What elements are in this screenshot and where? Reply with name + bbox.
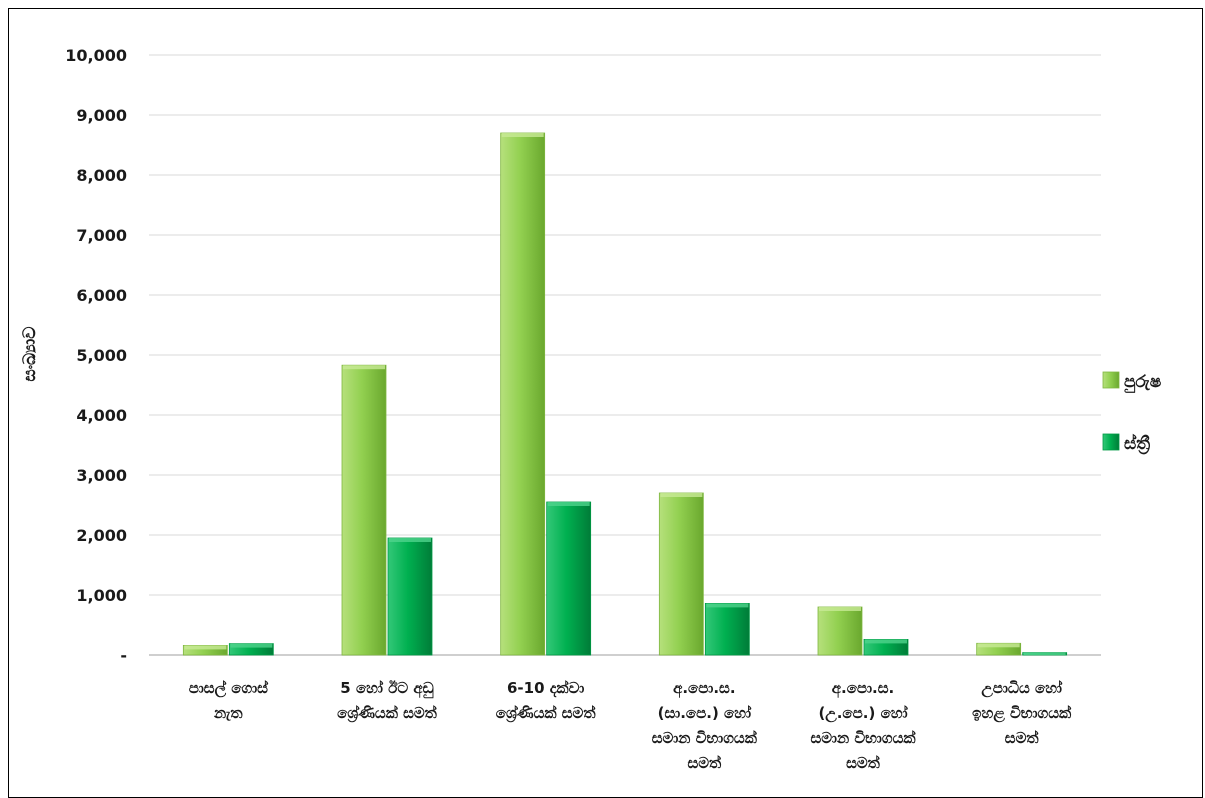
category-label: ශ්‍රේණියක් සමත් xyxy=(496,704,597,724)
chart-frame: - 1,000 2,000 3,000 4,000 5,000 6,000 7,000 8,00… xyxy=(8,8,1203,798)
category-label: සමත් xyxy=(687,754,722,772)
bar-female-2 xyxy=(546,501,592,656)
x-axis-categories: පාසල් ගොස් නැත 5 හෝ ඊට අඩු ශ්‍රේණියක් සමත් 6… xyxy=(189,679,1072,772)
y-axis-label: සංඛ්‍යාව xyxy=(20,327,40,382)
bar-male-3 xyxy=(658,492,704,656)
y-axis-ticks: - 1,000 2,000 3,000 4,000 5,000 6,000 7,000 8,00… xyxy=(65,46,127,665)
bar-top-bevel xyxy=(547,502,590,506)
gridlines xyxy=(149,54,1101,656)
bars xyxy=(182,132,1068,656)
bar-top-bevel xyxy=(819,607,861,611)
bar-top-bevel xyxy=(501,133,544,137)
y-tick-label: 6,000 xyxy=(76,286,127,305)
category-label: නැත xyxy=(213,704,243,722)
y-tick-label: - xyxy=(120,646,127,665)
category-label: සමාන විභාගයක් xyxy=(652,729,758,747)
bar-top-bevel xyxy=(977,643,1020,648)
category-label: 6-10 දක්වා xyxy=(507,679,584,698)
category-label: පාසල් ගොස් xyxy=(189,679,269,698)
bar-male-2 xyxy=(500,132,546,656)
bar-top-bevel xyxy=(660,493,703,497)
category-label: අ.පො.ස. xyxy=(673,679,735,698)
y-tick-label: 5,000 xyxy=(76,346,127,365)
bar-top-bevel xyxy=(184,645,227,650)
category-label: සමත් xyxy=(1005,729,1040,747)
y-tick-label: 4,000 xyxy=(76,406,127,425)
legend-swatch xyxy=(1102,433,1120,451)
y-tick-label: 9,000 xyxy=(76,106,127,125)
y-tick-label: 2,000 xyxy=(76,526,127,545)
y-tick-label: 1,000 xyxy=(76,586,127,605)
legend: පුරුෂ ස්ත්‍රී xyxy=(1102,371,1162,455)
bar-top-bevel xyxy=(1023,652,1066,655)
category-label: ශ්‍රේණියක් සමත් xyxy=(337,704,438,724)
category-label: උපාධිය හෝ xyxy=(981,679,1063,698)
y-tick-label: 7,000 xyxy=(76,226,127,245)
category-label: (සා.පෙ.) හෝ xyxy=(658,704,752,722)
bar-top-bevel xyxy=(343,365,385,370)
legend-swatch xyxy=(1102,371,1120,389)
bar-female-1 xyxy=(387,537,433,656)
y-tick-label: 8,000 xyxy=(76,166,127,185)
legend-label: පුරුෂ xyxy=(1124,372,1162,393)
bar-top-bevel xyxy=(865,639,907,644)
bar-female-3 xyxy=(704,603,750,656)
category-label: ඉහළ විභාගයක් xyxy=(972,704,1072,723)
bar-male-4 xyxy=(817,606,863,656)
category-label: (උ.පෙ.) හෝ xyxy=(818,704,908,723)
y-tick-label: 10,000 xyxy=(65,46,127,65)
bar-chart: - 1,000 2,000 3,000 4,000 5,000 6,000 7,000 8,00… xyxy=(20,46,1162,772)
category-label: සමාන විභාගයක් xyxy=(810,729,916,747)
y-tick-label: 3,000 xyxy=(76,466,127,485)
category-label: සමත් xyxy=(846,754,881,772)
category-label: 5 හෝ ඊට අඩු xyxy=(340,679,433,699)
legend-label: ස්ත්‍රී xyxy=(1124,433,1150,455)
bar-top-bevel xyxy=(706,603,749,608)
category-label: අ.පො.ස. xyxy=(832,679,894,698)
bar-male-1 xyxy=(341,364,387,656)
bar-top-bevel xyxy=(389,538,431,542)
bar-top-bevel xyxy=(230,643,273,648)
